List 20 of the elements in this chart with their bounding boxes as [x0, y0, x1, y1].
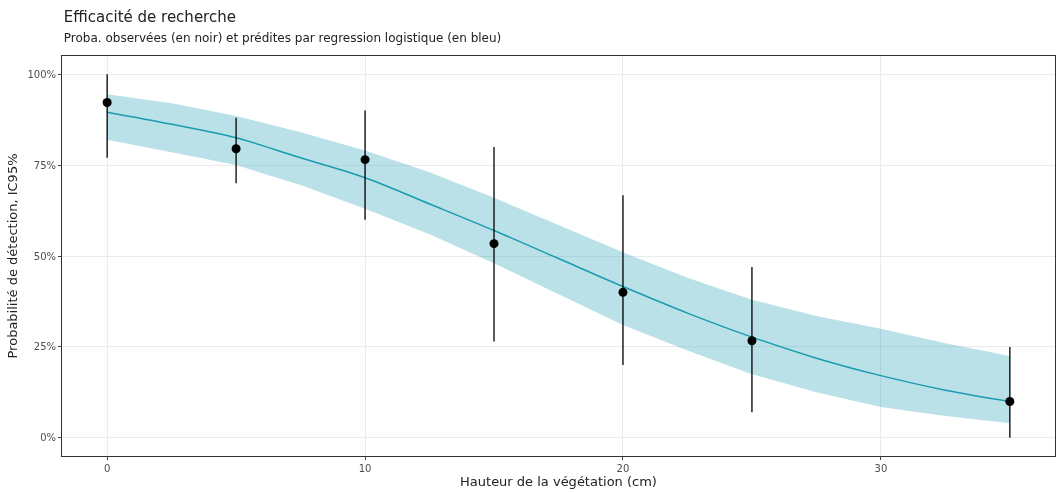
point [360, 155, 370, 165]
point [489, 239, 499, 249]
y-tick-label: 100% [27, 68, 56, 80]
point [1005, 396, 1015, 406]
chart-subtitle: Proba. observées (en noir) et prédites par regression logistique (en bleu) [63, 30, 502, 45]
x-tick-label: 20 [616, 463, 630, 474]
point [618, 287, 628, 297]
chart-title: Efficacité de recherche [63, 8, 236, 27]
point [102, 98, 112, 108]
y-tick-label: 25% [33, 341, 56, 353]
x-tick-label: 30 [874, 463, 888, 474]
y-axis-title: Probabilité de détection, IC95% [5, 153, 21, 359]
point [747, 336, 757, 346]
y-tick-label: 0% [40, 432, 56, 444]
y-tick-label: 75% [33, 159, 56, 171]
x-tick-label: 10 [358, 463, 372, 474]
x-axis-title: Hauteur de la végétation (cm) [460, 474, 657, 489]
point [231, 144, 241, 154]
x-tick-label: 0 [103, 463, 111, 474]
y-tick-label: 50% [33, 250, 56, 262]
